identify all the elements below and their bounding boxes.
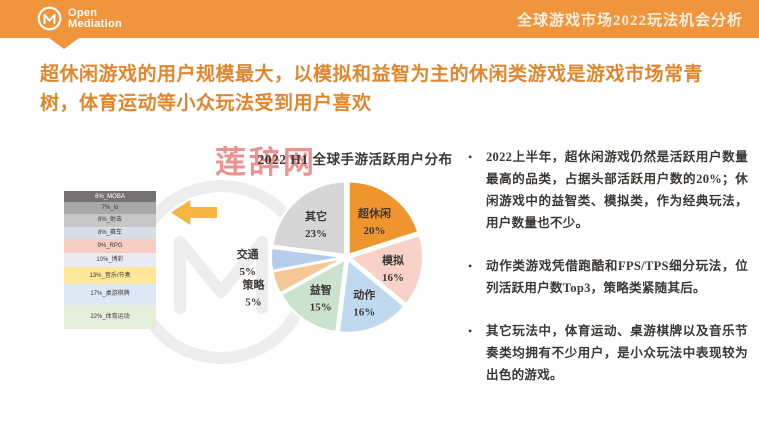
pie-slice-模拟 [347, 233, 424, 306]
bullet-marker: • [468, 259, 473, 273]
bullet-item: • 2022上半年，超休闲游戏仍然是活跃用户数量最高的品类，占据头部活跃用户数的2… [468, 146, 748, 234]
bullet-marker: • [468, 150, 473, 164]
brand-name-line2: Mediation [68, 17, 123, 30]
brand-name: Open Mediation [68, 6, 123, 30]
pie-chart-svg: 超休闲 20% 模拟 16% 动作 16% 益智 15% 策略 5%交通 5% 其它 23% [237, 180, 424, 334]
pie-slice-超休闲 [347, 180, 420, 256]
pie-slice-其它 [271, 180, 347, 256]
bar-segment: 8%_射击 [64, 213, 156, 227]
bullet-text: 其它玩法中，体育运动、桌游棋牌以及音乐节奏类均拥有不少用户，是小众玩法中表现较为… [486, 324, 748, 382]
pie-chart-title: 2022 H1 全球手游活跃用户分布 [257, 152, 453, 167]
bullet-marker: • [468, 324, 473, 338]
bar-segment: 13%_音乐/节奏 [64, 267, 156, 285]
bullet-item: • 其它玩法中，体育运动、桌游棋牌以及音乐节奏类均拥有不少用户，是小众玩法中表现较… [468, 320, 748, 386]
bullet-text: 2022上半年，超休闲游戏仍然是活跃用户数量最高的品类，占据头部活跃用户数的20… [486, 150, 748, 230]
slide-headline: 超休闲游戏的用户规模最大，以模拟和益智为主的休闲类游戏是游戏市场常青树，体育运动… [40, 64, 704, 115]
header-pointer-tail [49, 38, 79, 49]
pie-label-动作: 动作 16% [353, 288, 375, 319]
others-breakdown-stacked-bar: 6%_MOBA 7%_io 8%_射击 8%_赛车 9%_RPG 10%_博彩 13%_音乐… [64, 191, 156, 330]
pie-label-其它: 其它 23% [305, 209, 327, 240]
bar-segment: 9%_RPG [64, 239, 156, 253]
pie-slice-益智 [279, 257, 347, 334]
pie-chart: 超休闲 20% 模拟 16% 动作 16% 益智 15% 策略 5% 交通 5% 其它 23% [197, 157, 517, 372]
bar-segment: 6%_MOBA [64, 191, 156, 203]
bullet-text: 动作类游戏凭借跑酷和FPS/TPS细分玩法，位列活跃用户数Top3，策略类紧随其… [486, 259, 748, 295]
pie-slice-交通 [270, 246, 345, 272]
bar-segment: 17%_桌游棋牌 [64, 284, 156, 305]
brand-name-line1: Open [68, 6, 98, 19]
report-title: 全球游戏市场2022玩法机会分析 [516, 12, 743, 29]
bar-segment: 22%_体育运动 [64, 304, 156, 330]
pie-label-模拟: 模拟 16% [382, 253, 404, 284]
pie-label-超休闲: 超休闲 20% [357, 206, 391, 237]
analysis-bullet-list: • 2022上半年，超休闲游戏仍然是活跃用户数量最高的品类，占据头部活跃用户数的2… [468, 146, 748, 407]
open-mediation-logo-icon [37, 6, 62, 31]
bullet-item: • 动作类游戏凭借跑酷和FPS/TPS细分玩法，位列活跃用户数Top3，策略类紧随… [468, 255, 748, 299]
bar-segment: 8%_赛车 [64, 226, 156, 240]
pie-label-策略: 策略 5% [242, 278, 266, 309]
pie-label-交通: 交通 5% [237, 247, 259, 278]
site-watermark: 莲辞网 [215, 145, 317, 180]
pie-label-益智: 益智 15% [310, 283, 332, 314]
header-bar: Open Mediation 全球游戏市场2022玩法机会分析 [0, 0, 759, 38]
brand-logo: Open Mediation [36, 5, 122, 32]
bar-segment: 7%_io [64, 202, 156, 214]
bar-segment: 10%_博彩 [64, 252, 156, 268]
pie-slice-动作 [337, 257, 406, 334]
